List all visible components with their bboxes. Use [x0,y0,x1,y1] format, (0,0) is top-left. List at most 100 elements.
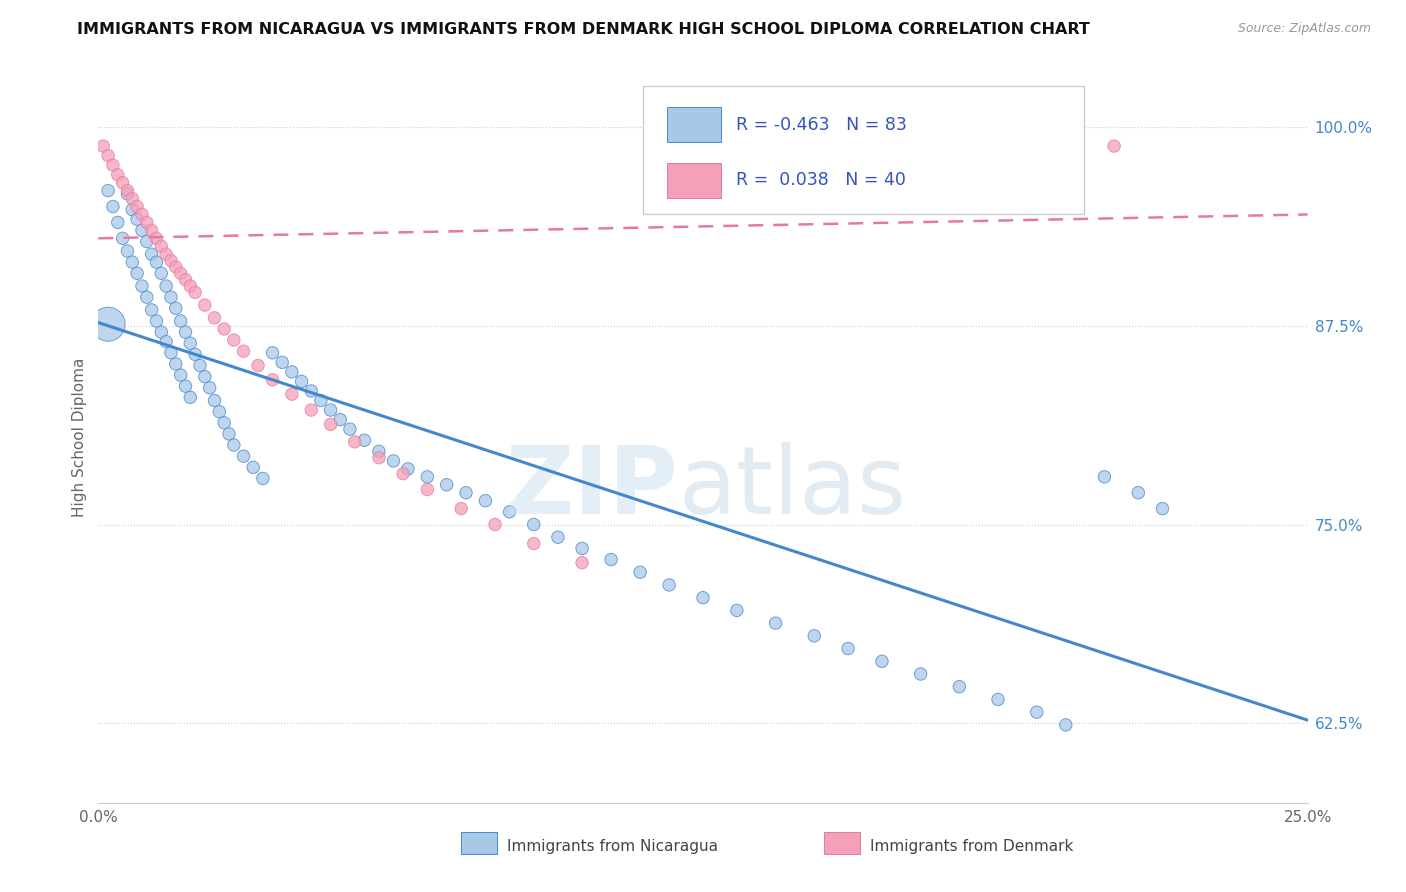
Point [547,530,569,544]
Point [1025,705,1047,719]
Point [450,501,472,516]
Point [212,416,235,430]
Point [107,215,129,229]
Text: R = -0.463   N = 83: R = -0.463 N = 83 [735,116,907,134]
Point [174,273,197,287]
Point [127,266,149,280]
Point [107,168,129,182]
Point [165,301,187,316]
Point [803,629,825,643]
Point [174,379,197,393]
Point [368,450,391,465]
Point [232,344,254,359]
Text: IMMIGRANTS FROM NICARAGUA VS IMMIGRANTS FROM DENMARK HIGH SCHOOL DIPLOMA CORRELA: IMMIGRANTS FROM NICARAGUA VS IMMIGRANTS … [77,22,1090,37]
Point [121,202,143,217]
Point [870,654,893,668]
Point [319,403,342,417]
Bar [666,162,721,198]
Point [436,477,458,491]
Text: Source: ZipAtlas.com: Source: ZipAtlas.com [1237,22,1371,36]
Point [121,255,143,269]
Point [127,212,149,227]
Text: Immigrants from Denmark: Immigrants from Denmark [870,839,1073,855]
Point [145,231,167,245]
Point [111,231,134,245]
Point [271,355,294,369]
Point [416,470,439,484]
Point [765,616,787,631]
Point [382,454,405,468]
Point [523,536,546,550]
Point [262,373,284,387]
Point [155,279,177,293]
Point [281,365,304,379]
Point [1094,470,1116,484]
Point [628,566,651,580]
Point [262,346,284,360]
Point [1128,485,1150,500]
Point [1054,718,1077,732]
Bar [824,832,860,854]
Point [111,176,134,190]
Point [179,390,201,404]
Point [523,517,546,532]
Point [184,347,207,361]
Point [117,244,139,258]
Point [242,460,264,475]
Point [204,393,226,408]
Point [135,235,157,249]
Point [252,471,274,485]
Point [150,266,173,280]
Point [309,393,332,408]
Point [101,158,124,172]
Point [127,200,149,214]
Point [948,680,970,694]
Point [188,359,211,373]
Point [131,279,153,293]
Point [179,279,201,293]
Point [319,417,342,432]
Point [160,346,183,360]
Point [222,438,245,452]
Point [194,369,217,384]
Point [281,387,304,401]
Point [474,493,496,508]
Point [343,434,366,449]
Point [247,359,270,373]
Point [353,434,375,448]
Point [165,357,187,371]
Point [131,207,153,221]
Text: ZIP: ZIP [506,442,679,534]
Point [368,444,391,458]
Point [131,223,153,237]
Point [179,336,201,351]
Point [155,247,177,261]
Point [1102,139,1125,153]
Point [145,314,167,328]
Point [416,483,439,497]
Point [392,467,415,481]
Point [232,449,254,463]
Point [97,148,120,162]
Point [160,253,183,268]
Point [299,403,322,417]
Bar [666,107,721,143]
Point [987,692,1010,706]
Text: Immigrants from Nicaragua: Immigrants from Nicaragua [508,839,718,855]
Point [484,517,506,532]
Point [600,552,623,566]
Point [135,290,157,304]
Point [141,302,163,317]
Point [725,603,748,617]
Point [204,310,226,325]
Point [91,139,114,153]
Point [571,556,593,570]
Point [101,200,124,214]
Y-axis label: High School Diploma: High School Diploma [72,358,87,516]
Point [160,290,183,304]
Point [910,667,932,681]
Point [329,412,352,426]
Point [155,334,177,349]
Point [150,325,173,339]
Point [208,404,231,418]
